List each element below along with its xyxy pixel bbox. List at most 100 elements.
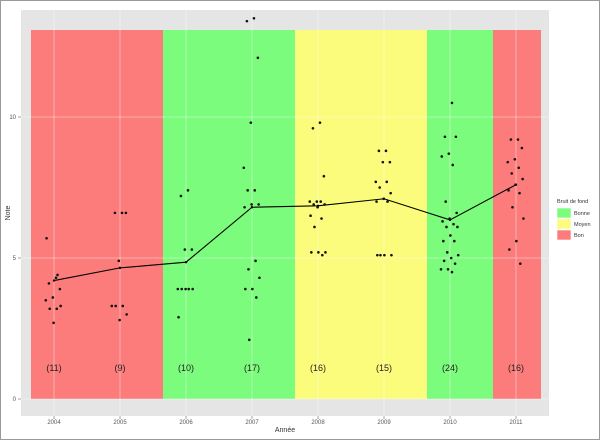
data-point xyxy=(375,200,378,203)
data-point xyxy=(379,253,382,257)
x-tick-label-7: 2011 xyxy=(510,420,524,426)
legend-swatch-yellow xyxy=(556,218,572,230)
y-axis-label: Note xyxy=(5,206,12,221)
data-point xyxy=(456,253,460,257)
data-point xyxy=(45,236,48,240)
data-point xyxy=(59,304,62,308)
data-point xyxy=(247,338,251,342)
data-point xyxy=(120,211,124,215)
data-point xyxy=(323,203,326,206)
data-point xyxy=(191,287,194,291)
data-point xyxy=(322,174,326,178)
count-label-4: (16) xyxy=(310,363,326,373)
data-point xyxy=(383,253,386,257)
x-tick-label-6: 2010 xyxy=(443,420,457,426)
data-point xyxy=(519,262,522,265)
data-point xyxy=(114,304,117,308)
legend-title: Bruit de fond xyxy=(557,199,588,205)
mean-point-1 xyxy=(118,266,122,270)
data-point xyxy=(321,253,324,257)
data-point xyxy=(247,267,250,271)
data-point xyxy=(445,225,448,229)
data-point xyxy=(315,200,319,203)
data-point xyxy=(244,287,247,291)
band-yellow-2 xyxy=(295,30,427,399)
data-point xyxy=(521,177,524,181)
data-point xyxy=(179,194,183,198)
data-point xyxy=(517,166,521,170)
data-point xyxy=(511,205,514,209)
data-point xyxy=(508,248,511,251)
data-point xyxy=(439,267,443,271)
data-point xyxy=(54,276,58,280)
data-point xyxy=(443,135,447,139)
x-tick-label-2: 2006 xyxy=(179,420,193,426)
data-point xyxy=(250,203,253,206)
data-point xyxy=(506,160,510,164)
data-point xyxy=(308,200,312,203)
data-point xyxy=(386,200,389,203)
x-tick-label-1: 2005 xyxy=(113,420,127,426)
data-point xyxy=(255,296,258,299)
data-point xyxy=(44,299,48,302)
data-point xyxy=(451,163,455,167)
data-point xyxy=(55,307,59,311)
band-red-0 xyxy=(31,30,163,399)
data-point xyxy=(58,287,62,291)
data-point xyxy=(389,191,392,195)
data-point xyxy=(520,146,524,150)
data-point xyxy=(449,256,453,260)
data-point xyxy=(376,253,379,257)
data-point xyxy=(514,183,517,186)
y-tick-label-0: 0 xyxy=(13,397,17,403)
data-point xyxy=(121,304,125,308)
y-tick-label-1: 5 xyxy=(13,256,17,262)
data-point xyxy=(324,251,327,254)
data-point xyxy=(374,180,378,184)
count-label-2: (10) xyxy=(178,363,194,373)
data-point xyxy=(518,191,521,195)
data-point xyxy=(110,304,114,308)
data-point xyxy=(246,189,249,192)
data-point xyxy=(187,287,191,291)
data-point xyxy=(251,287,254,291)
data-point xyxy=(243,205,246,209)
data-point xyxy=(48,307,51,311)
count-label-3: (17) xyxy=(244,363,260,373)
data-point xyxy=(56,273,59,277)
mean-line xyxy=(53,184,517,282)
legend-label-red: Bon xyxy=(574,233,584,239)
data-point xyxy=(453,262,457,265)
x-tick-label-0: 2004 xyxy=(47,420,61,426)
data-point xyxy=(310,251,313,254)
data-point xyxy=(51,296,55,299)
x-tick-label-5: 2009 xyxy=(377,420,391,426)
y-tick-label-2: 10 xyxy=(9,115,16,121)
data-point xyxy=(510,172,513,175)
legend-swatch-red xyxy=(556,229,572,241)
data-point xyxy=(442,239,445,243)
data-point xyxy=(256,56,260,60)
data-point xyxy=(377,149,381,153)
data-point xyxy=(316,205,319,209)
data-point xyxy=(384,149,388,153)
x-axis-label: Année xyxy=(275,427,295,434)
band-red-4 xyxy=(493,30,541,399)
data-point xyxy=(442,259,446,263)
data-point xyxy=(319,200,323,203)
mean-point-3 xyxy=(250,206,254,209)
legend-label-green: Bonne xyxy=(574,211,590,217)
data-point xyxy=(176,287,180,291)
count-label-1: (9) xyxy=(115,363,126,373)
data-point xyxy=(513,158,517,161)
data-point xyxy=(311,126,315,130)
data-point xyxy=(242,166,246,170)
x-tick-label-4: 2008 xyxy=(311,420,325,426)
data-point xyxy=(378,186,381,189)
data-point xyxy=(257,203,260,206)
mean-point-2 xyxy=(184,261,188,264)
data-point xyxy=(47,282,51,285)
data-point xyxy=(444,200,447,203)
